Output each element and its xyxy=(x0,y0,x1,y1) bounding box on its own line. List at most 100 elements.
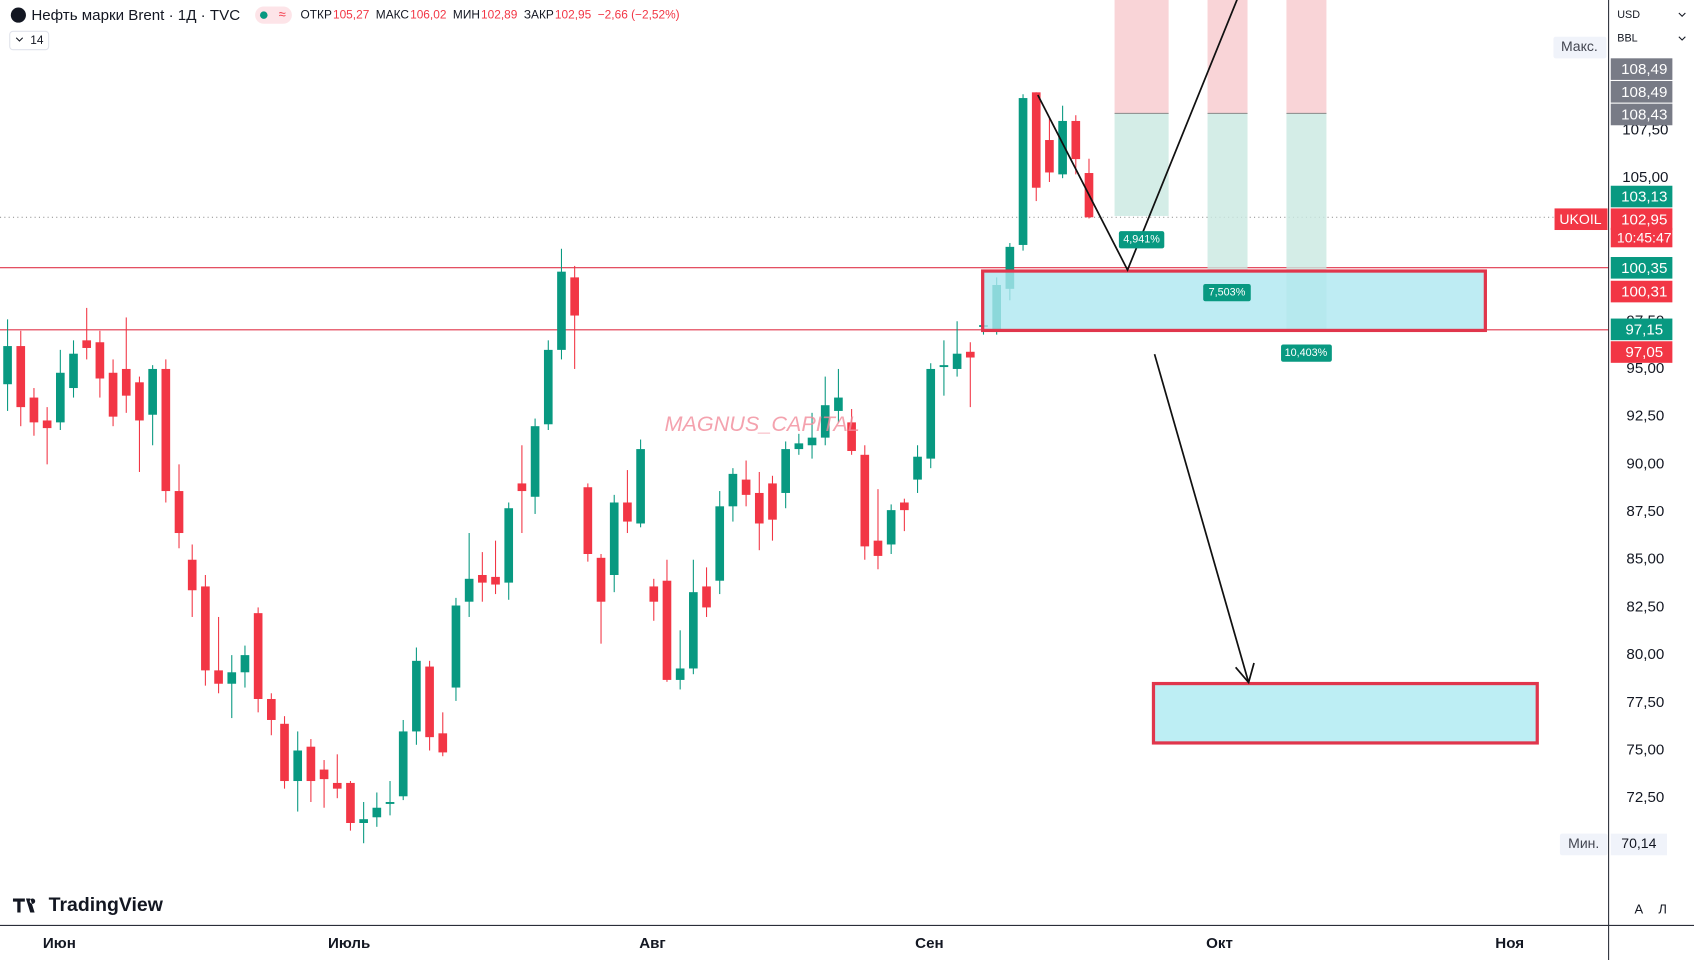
candle-body xyxy=(623,502,632,522)
chevron xyxy=(1678,12,1686,17)
unit-select[interactable] xyxy=(1611,28,1689,48)
candle-body xyxy=(728,473,738,507)
candle-body xyxy=(807,437,817,446)
candle-body xyxy=(636,449,645,524)
percent-label: 4,941% xyxy=(1123,234,1160,246)
candle-body xyxy=(121,368,131,396)
candle-body xyxy=(135,382,144,421)
candle-body xyxy=(359,819,368,823)
candle-body xyxy=(82,340,92,348)
y-tick-label: 77,50 xyxy=(1626,694,1664,711)
candle-body xyxy=(596,557,606,602)
candle-body xyxy=(412,660,421,732)
candle-body xyxy=(385,802,395,804)
y-tick-label: 107,50 xyxy=(1622,121,1668,138)
candle-body xyxy=(847,422,856,451)
price-label: 108,49 xyxy=(1621,84,1667,101)
x-tick-label: Окт xyxy=(1206,935,1233,952)
candle-body xyxy=(1045,140,1054,173)
candle-body xyxy=(148,368,157,415)
y-tick-label: 87,50 xyxy=(1626,503,1664,520)
candle-body xyxy=(332,782,342,789)
candle-body xyxy=(464,578,474,602)
currency-select[interactable] xyxy=(1611,4,1689,24)
ohlc-value: 102,95 xyxy=(555,7,592,21)
candle-body xyxy=(253,613,263,699)
candle-body xyxy=(227,672,237,684)
y-tick-label: 92,50 xyxy=(1626,408,1664,425)
status-badge xyxy=(255,6,292,24)
candle-body xyxy=(702,586,711,608)
y-tick-label: 105,00 xyxy=(1622,169,1668,186)
ohlc-label: МИН xyxy=(453,7,480,21)
candle-body xyxy=(504,508,514,583)
symbol-logo xyxy=(10,7,26,23)
candle-body xyxy=(293,750,303,782)
unit: BBL xyxy=(1617,33,1637,45)
arrow-head xyxy=(1234,662,1255,685)
candle-body xyxy=(609,502,619,575)
candle-body xyxy=(280,723,289,782)
brand: TradingView xyxy=(12,894,164,916)
candle-body xyxy=(478,574,487,583)
min-box xyxy=(1559,833,1608,856)
candle-body xyxy=(873,540,883,556)
auto-scale-button[interactable]: A xyxy=(1635,902,1644,917)
candle-body xyxy=(768,483,777,520)
candle-body xyxy=(108,372,118,417)
candle-body xyxy=(715,506,725,581)
candle-body xyxy=(267,698,276,720)
x-tick-label: Ноя xyxy=(1495,935,1524,952)
candle-body xyxy=(570,277,579,316)
log-scale-button[interactable]: Л xyxy=(1658,902,1667,917)
price-label-box xyxy=(1610,103,1673,126)
candle-body xyxy=(425,666,434,738)
candle-body xyxy=(900,502,909,511)
symbol-tag: UKOIL xyxy=(1559,211,1601,227)
y-tick-label: 95,00 xyxy=(1626,360,1664,377)
status-dot xyxy=(259,11,268,19)
price-label: 108,43 xyxy=(1621,107,1667,124)
price-label: 103,13 xyxy=(1621,189,1667,206)
brand-name: TradingView xyxy=(49,894,164,916)
price-label-box xyxy=(1610,341,1673,363)
stop-zone xyxy=(1286,0,1327,114)
candle-body xyxy=(201,586,210,671)
percent-label: 10,403% xyxy=(1285,347,1328,359)
percent-label: 7,503% xyxy=(1209,287,1246,299)
candle-body xyxy=(42,420,52,429)
price-label-box xyxy=(1610,58,1673,80)
price-label-box xyxy=(1610,185,1673,208)
x-tick-label: Июн xyxy=(43,935,76,952)
down-arrow xyxy=(1153,353,1250,683)
candle-body xyxy=(741,479,751,495)
axis-controls: USD BBL Макс. Мин. 70,14 A Л xyxy=(1553,4,1689,917)
candle-body xyxy=(913,456,922,480)
price-label: 108,49 xyxy=(1621,61,1667,78)
candle-body xyxy=(161,368,171,492)
candle-body xyxy=(834,397,843,411)
candle-body xyxy=(451,605,461,688)
candle-body xyxy=(3,346,12,385)
percent-labels: 4,941% 7,503% 10,403% xyxy=(1118,231,1332,362)
indicator-toggle[interactable] xyxy=(9,30,50,51)
stop-zone xyxy=(1114,0,1169,114)
candle-body xyxy=(662,580,672,680)
price-label: 102,95 xyxy=(1621,211,1667,228)
ohlc-value: 106,02 xyxy=(410,7,446,21)
candle-body xyxy=(306,746,316,782)
price-label: 97,05 xyxy=(1625,344,1663,361)
candle-body xyxy=(1018,98,1028,245)
ohlc-value: 102,89 xyxy=(481,7,518,21)
price-label-box xyxy=(1610,80,1673,103)
candle-body xyxy=(319,769,329,780)
y-tick-label: 75,00 xyxy=(1626,742,1664,759)
ohlc-label: ОТКР xyxy=(301,7,332,21)
price-label-box xyxy=(1610,318,1673,341)
ohlc-value: 105,27 xyxy=(333,7,369,21)
price-label: 100,31 xyxy=(1621,284,1667,301)
candle-body xyxy=(820,405,830,438)
percent-box xyxy=(1118,231,1165,249)
